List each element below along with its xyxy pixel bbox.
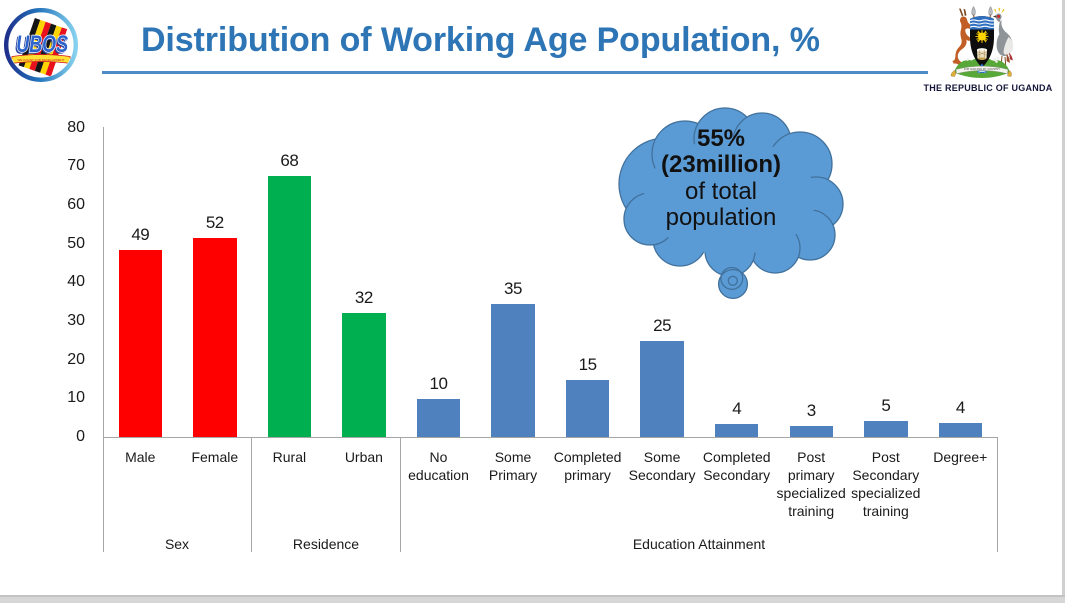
svg-text:WE COUNT FOR DEVELOPMENT: WE COUNT FOR DEVELOPMENT [18, 58, 65, 62]
svg-text:FOR GOD AND MY COUNTRY: FOR GOD AND MY COUNTRY [964, 67, 1000, 71]
svg-text:UBOS: UBOS [16, 31, 68, 58]
